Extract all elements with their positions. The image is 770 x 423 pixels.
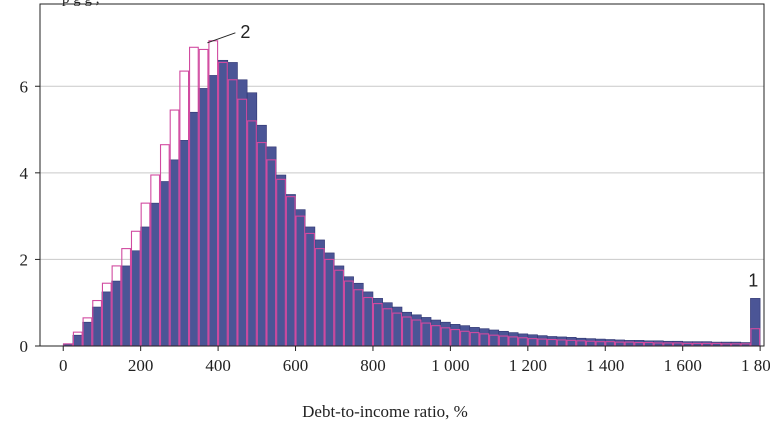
x-tick-label-1000: 1 000: [431, 356, 469, 375]
bar-filled-40: [450, 324, 461, 347]
bar-filled-20: [256, 124, 267, 347]
bar-filled-21: [266, 146, 277, 347]
bar-filled-48: [527, 334, 538, 347]
bar-filled-38: [430, 319, 442, 347]
bar-filled-54: [585, 338, 596, 347]
bar-filled-5: [111, 280, 122, 347]
bar-filled-9: [150, 202, 161, 347]
bar-filled-14: [198, 88, 209, 347]
x-tick-label-1400: 1 400: [586, 356, 624, 375]
x-tick-label-200: 200: [128, 356, 154, 375]
bar-filled-22: [275, 174, 287, 347]
bar-filled-25: [304, 226, 316, 347]
bar-filled-10: [159, 181, 171, 347]
bar-filled-55: [595, 338, 606, 347]
annotations: 12: [207, 22, 758, 290]
x-tick-label-1800: 1 800: [741, 356, 770, 375]
bar-filled-2: [82, 321, 93, 347]
bar-filled-42: [469, 327, 480, 347]
x-tick-label-600: 600: [283, 356, 309, 375]
bar-filled-63: [672, 340, 683, 347]
series-filled-bars: [62, 59, 761, 347]
bar-filled-39: [440, 321, 451, 347]
plot-border: [39, 3, 765, 347]
annotation-2: 2: [240, 22, 250, 42]
y-tick-label-2: 2: [20, 250, 29, 269]
annotation-1: 1: [748, 270, 758, 290]
x-tick-label-400: 400: [205, 356, 231, 375]
bar-filled-18: [237, 79, 248, 347]
bar-filled-44: [488, 329, 500, 347]
bar-filled-29: [343, 276, 354, 347]
bar-filled-51: [556, 336, 567, 347]
bar-filled-8: [140, 226, 151, 347]
bar-filled-67: [711, 341, 722, 347]
bar-filled-59: [633, 340, 645, 347]
bar-filled-41: [459, 325, 471, 347]
y-tick-label-6: 6: [20, 77, 29, 96]
bar-filled-71: [750, 298, 761, 347]
plot-frame: [39, 3, 765, 347]
bar-filled-19: [246, 92, 258, 347]
bar-filled-27: [324, 252, 335, 347]
bar-filled-7: [130, 250, 141, 347]
y-tick-label-0: 0: [20, 337, 29, 356]
x-tick-label-1600: 1 600: [664, 356, 702, 375]
bar-filled-60: [643, 340, 654, 347]
bar-filled-24: [295, 209, 306, 347]
bar-filled-47: [517, 333, 529, 347]
y-tick-label-4: 4: [20, 164, 29, 183]
bar-filled-6: [121, 265, 132, 347]
bar-filled-30: [353, 282, 364, 347]
bar-filled-13: [188, 111, 200, 347]
bar-filled-45: [498, 330, 509, 347]
bar-filled-3: [91, 306, 103, 347]
bar-filled-17: [227, 62, 238, 347]
bar-filled-49: [537, 335, 548, 347]
bar-filled-43: [479, 328, 490, 347]
bar-filled-12: [179, 140, 190, 347]
x-tick-label-1200: 1 200: [509, 356, 547, 375]
annotation-2-leader: [207, 32, 236, 44]
bar-filled-11: [169, 159, 180, 347]
bar-filled-1: [72, 334, 83, 347]
bar-filled-26: [314, 239, 325, 347]
axis-ticks: 0 200 400 600 800 1 000 1 200 1 400 1 600 1 800 0 2…: [20, 77, 770, 375]
bar-filled-23: [285, 194, 296, 347]
x-axis-label: Debt-to-income ratio, %: [302, 402, 468, 421]
bar-filled-56: [604, 339, 616, 347]
bar-filled-32: [372, 298, 383, 347]
bar-filled-16: [217, 59, 229, 347]
bar-filled-52: [566, 337, 577, 347]
bar-filled-57: [614, 339, 625, 347]
bar-filled-50: [546, 336, 558, 347]
x-tick-label-800: 800: [360, 356, 386, 375]
x-tick-label-0: 0: [59, 356, 68, 375]
bar-filled-15: [208, 75, 219, 347]
bar-filled-4: [101, 291, 112, 347]
bar-filled-53: [575, 337, 587, 347]
bar-filled-37: [421, 317, 432, 347]
bar-filled-58: [624, 340, 635, 347]
bar-filled-31: [362, 291, 374, 347]
bar-filled-28: [333, 265, 345, 347]
bar-filled-62: [663, 340, 674, 347]
bar-filled-46: [508, 332, 519, 347]
